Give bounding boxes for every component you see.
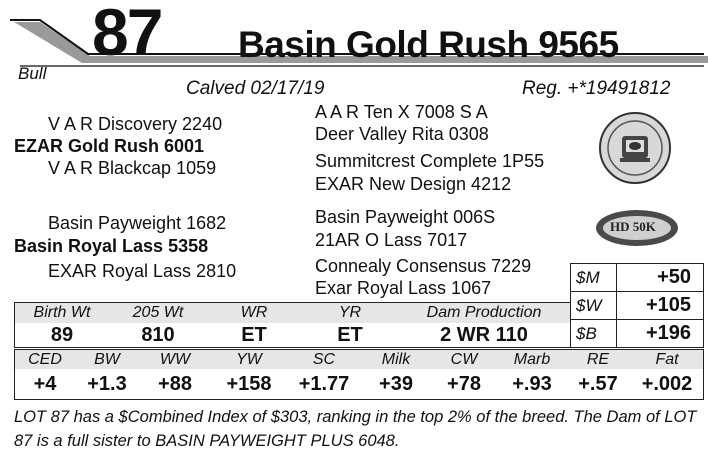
perf-header: WR [240,304,268,321]
pedigree-gg-3: Summitcrest Complete 1P55 [315,151,545,171]
epd-header: Marb [513,351,551,368]
epd-value: +4 [33,373,57,395]
lot-number: 87 [92,0,163,69]
performance-header-shade [15,303,570,323]
epd-header: RE [586,351,610,368]
registration-number: Reg. +*19491812 [522,78,671,99]
epd-value: +1.3 [87,373,127,395]
pedigree-gg-7: Connealy Consensus 7229 [315,256,532,276]
epd-header-shade [14,349,704,369]
performance-table: Birth Wt 205 Wt WR YR Dam Production 89 … [14,303,570,348]
epd-header: SC [312,351,336,368]
dollar-row: $B +196 [570,319,704,348]
perf-value: 810 [141,324,175,346]
dollar-value: +105 [616,291,704,320]
hd50k-badge-label: HD 50K [610,219,656,234]
epd-header: Fat [655,351,679,368]
epd-frame [14,349,704,400]
pedigree-gg-1: A A R Ten X 7008 S A [315,102,488,122]
calved-date: Calved 02/17/19 [186,78,325,99]
pedigree-gg-6: 21AR O Lass 7017 [315,230,468,250]
epd-value: +.57 [578,373,618,395]
animal-name: Basin Gold Rush 9565 [238,24,619,65]
dollar-label: $W [570,291,617,320]
epd-header: CW [450,351,478,368]
epd-value: +39 [379,373,413,395]
dollar-row: $M +50 [570,263,704,292]
epd-value: +78 [447,373,481,395]
perf-value: ET [241,324,267,346]
lot-comments: LOT 87 has a $Combined Index of $303, ra… [14,408,697,450]
epd-value: +.002 [641,373,693,395]
pedigree-sire-sire: V A R Discovery 2240 [48,114,223,134]
epd-value: +158 [226,373,272,395]
dollar-value: +196 [616,319,704,348]
hd50k-badge-icon [596,210,678,246]
epd-header: CED [28,351,62,368]
perf-value: ET [337,324,363,346]
pedigree-gg-5: Basin Payweight 006S [315,207,496,227]
perf-header: 205 Wt [132,304,184,321]
pedigree-dam-dam: EXAR Royal Lass 2810 [48,261,237,281]
epd-header: WW [159,351,191,368]
pedigree-sire: EZAR Gold Rush 6001 [14,136,205,156]
epd-value: +.93 [512,373,552,395]
pedigree-gg-2: Deer Valley Rita 0308 [315,124,489,144]
epd-table: CED BW WW YW SC Milk CW Marb RE Fat +4 +… [14,350,704,399]
epd-value: +1.77 [298,373,350,395]
dollar-values-table: $M +50 $W +105 $B +196 [570,263,704,348]
epd-header: YW [236,351,262,368]
perf-header: YR [338,304,362,321]
performance-value-row: 89 810 ET ET 2 WR 110 [14,323,570,348]
pedigree-dam-sire: Basin Payweight 1682 [48,213,227,233]
sex-label: Bull [18,64,47,83]
pedigree-gg-8: Exar Royal Lass 1067 [315,278,492,298]
perf-header: Dam Production [426,304,542,321]
dollar-value: +50 [616,263,704,292]
epd-header: BW [94,351,120,368]
epd-value-row: +4 +1.3 +88 +158 +1.77 +39 +78 +.93 +.57… [14,370,704,399]
performance-frame [14,302,570,348]
dollar-label: $M [570,263,617,292]
performance-header-row: Birth Wt 205 Wt WR YR Dam Production [14,303,570,323]
epd-value: +88 [158,373,192,395]
pedigree-gg-4: EXAR New Design 4212 [315,174,512,194]
epd-header-row: CED BW WW YW SC Milk CW Marb RE Fat [14,350,704,370]
dollar-row: $W +105 [570,291,704,320]
perf-value: 89 [50,324,74,346]
dollar-label: $B [570,319,617,348]
header-banner [10,19,708,67]
epd-header: Milk [381,351,411,368]
perf-header: Birth Wt [33,304,91,321]
perf-value: 2 WR 110 [440,324,528,346]
association-seal-icon [599,112,671,184]
pedigree-sire-dam: V A R Blackcap 1059 [48,158,217,178]
pedigree-dam: Basin Royal Lass 5358 [14,236,209,256]
